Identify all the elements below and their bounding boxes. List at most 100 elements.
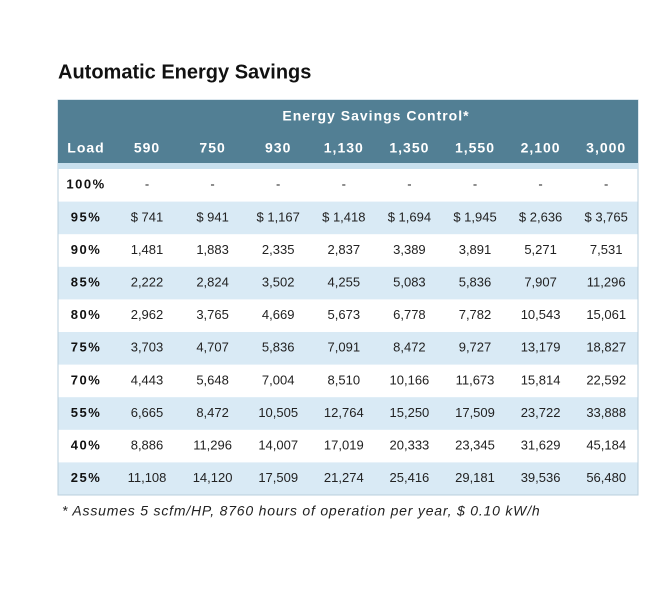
cell: $ 1,418 bbox=[322, 209, 365, 224]
cell: 2,962 bbox=[131, 307, 164, 322]
cell: 6,778 bbox=[393, 307, 426, 322]
cell: $ 1,694 bbox=[388, 209, 431, 224]
cell: 56,480 bbox=[586, 470, 626, 485]
cell: 3,502 bbox=[262, 275, 295, 290]
row-label: 70% bbox=[71, 372, 102, 387]
cell: - bbox=[473, 177, 477, 192]
footnote: * Assumes 5 scfm/HP, 8760 hours of opera… bbox=[62, 503, 540, 519]
cell: 23,722 bbox=[521, 405, 561, 420]
cell: 14,120 bbox=[193, 470, 233, 485]
cell: 1,883 bbox=[196, 242, 229, 257]
cell: $ 2,636 bbox=[519, 209, 562, 224]
cell: 13,179 bbox=[521, 340, 561, 355]
row-stripe bbox=[58, 332, 638, 365]
cell: - bbox=[210, 177, 214, 192]
cell: 33,888 bbox=[586, 405, 626, 420]
cell: 10,166 bbox=[390, 372, 430, 387]
cell: 8,510 bbox=[328, 372, 361, 387]
row-label: 95% bbox=[71, 209, 102, 224]
title: Automatic Energy Savings bbox=[58, 61, 311, 83]
cell: 2,837 bbox=[328, 242, 361, 257]
column-header: Load bbox=[67, 140, 104, 156]
column-header: 590 bbox=[134, 140, 160, 156]
row-stripe bbox=[58, 201, 638, 235]
cell: 3,891 bbox=[459, 242, 492, 257]
cell: 8,472 bbox=[393, 340, 426, 355]
row-stripe bbox=[58, 397, 638, 430]
cell: 7,907 bbox=[524, 275, 557, 290]
cell: 15,061 bbox=[586, 307, 626, 322]
row-label: 75% bbox=[71, 340, 102, 355]
cell: 4,707 bbox=[196, 340, 229, 355]
cell: 4,443 bbox=[131, 372, 164, 387]
column-header: 1,550 bbox=[455, 140, 495, 156]
cell: 5,648 bbox=[196, 372, 229, 387]
cell: 5,083 bbox=[393, 275, 426, 290]
cell: 5,673 bbox=[328, 307, 361, 322]
cell: 11,296 bbox=[587, 275, 626, 290]
cell: 18,827 bbox=[586, 340, 626, 355]
cell: - bbox=[145, 177, 149, 192]
column-header: 2,100 bbox=[521, 140, 561, 156]
row-label: 55% bbox=[71, 405, 102, 420]
group-header: Energy Savings Control* bbox=[282, 108, 469, 124]
cell: $ 741 bbox=[131, 209, 164, 224]
cell: 23,345 bbox=[455, 438, 495, 453]
row-stripe bbox=[58, 462, 638, 495]
cell: $ 941 bbox=[196, 209, 229, 224]
cell: - bbox=[342, 177, 346, 192]
cell: 2,824 bbox=[196, 275, 229, 290]
cell: 20,333 bbox=[390, 438, 430, 453]
cell: 2,222 bbox=[131, 275, 164, 290]
header-divider bbox=[58, 163, 638, 169]
cell: 3,703 bbox=[131, 340, 164, 355]
cell: 11,108 bbox=[128, 470, 167, 485]
cell: 5,836 bbox=[459, 275, 492, 290]
cell: 3,389 bbox=[393, 242, 426, 257]
cell: 12,764 bbox=[324, 405, 364, 420]
cell: 8,472 bbox=[196, 405, 229, 420]
cell: 3,765 bbox=[196, 307, 229, 322]
cell: 7,004 bbox=[262, 372, 295, 387]
cell: 17,509 bbox=[258, 470, 298, 485]
row-stripe bbox=[58, 266, 638, 300]
cell: 11,673 bbox=[456, 372, 495, 387]
row-label: 80% bbox=[71, 307, 102, 322]
cell: 17,019 bbox=[324, 438, 364, 453]
cell: $ 1,945 bbox=[453, 209, 496, 224]
cell: 9,727 bbox=[459, 340, 492, 355]
cell: 2,335 bbox=[262, 242, 295, 257]
cell: 22,592 bbox=[586, 372, 626, 387]
cell: 7,782 bbox=[459, 307, 492, 322]
cell: 39,536 bbox=[521, 470, 561, 485]
cell: 4,255 bbox=[328, 275, 361, 290]
cell: 14,007 bbox=[258, 438, 298, 453]
cell: 7,091 bbox=[328, 340, 361, 355]
cell: - bbox=[407, 177, 411, 192]
cell: 29,181 bbox=[455, 470, 495, 485]
cell: 5,836 bbox=[262, 340, 295, 355]
row-label: 90% bbox=[71, 242, 102, 257]
cell: 10,543 bbox=[521, 307, 561, 322]
cell: 6,665 bbox=[131, 405, 164, 420]
row-label: 40% bbox=[71, 438, 102, 453]
table-header-band bbox=[58, 100, 638, 163]
cell: - bbox=[604, 177, 608, 192]
cell: 10,505 bbox=[258, 405, 298, 420]
cell: 11,296 bbox=[193, 438, 232, 453]
cell: 7,531 bbox=[590, 242, 623, 257]
column-header: 1,130 bbox=[324, 140, 364, 156]
cell: 21,274 bbox=[324, 470, 364, 485]
column-header: 750 bbox=[199, 140, 225, 156]
cell: 31,629 bbox=[521, 438, 561, 453]
cell: 25,416 bbox=[390, 470, 430, 485]
cell: 8,886 bbox=[131, 438, 164, 453]
cell: 15,814 bbox=[521, 372, 561, 387]
column-header: 930 bbox=[265, 140, 291, 156]
cell: $ 1,167 bbox=[257, 209, 300, 224]
row-label: 100% bbox=[66, 177, 105, 192]
column-header: 3,000 bbox=[586, 140, 626, 156]
cell: 45,184 bbox=[586, 438, 626, 453]
